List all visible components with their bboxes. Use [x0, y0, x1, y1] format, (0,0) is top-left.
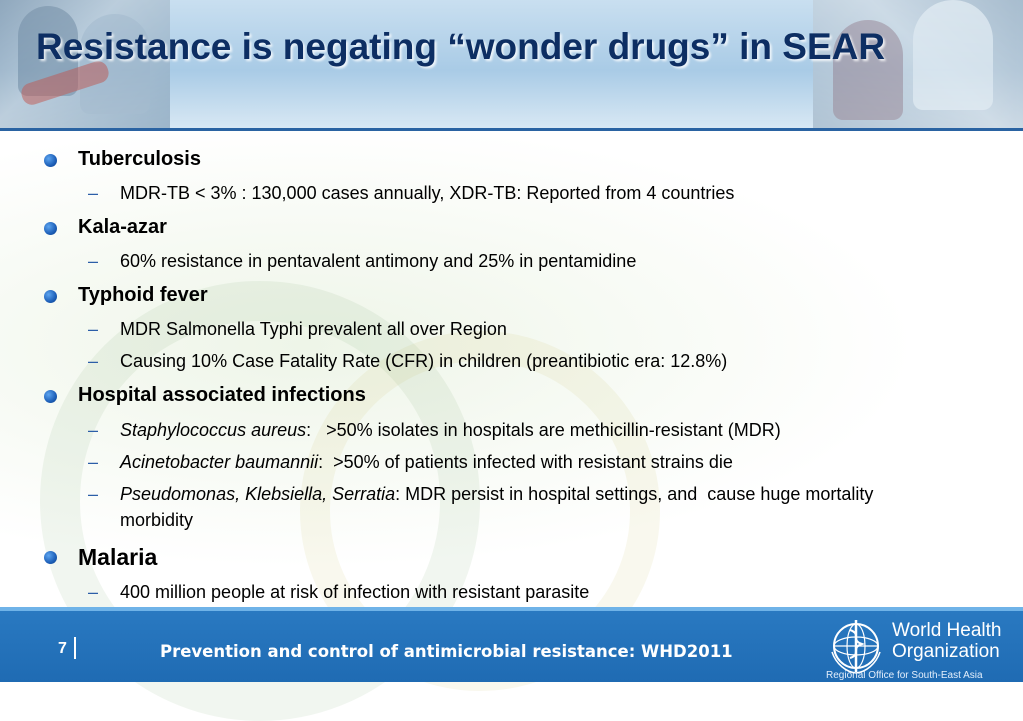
- sub-bullet-text: : >50% isolates in hospitals are methici…: [306, 420, 781, 440]
- organism-name: Staphylococcus aureus: [120, 420, 307, 440]
- slide-header: Resistance is negating “wonder drugs” in…: [0, 0, 1023, 128]
- section-heading: Hospital associated infections: [78, 384, 366, 406]
- page-separator: [74, 637, 76, 659]
- who-emblem-icon: [831, 620, 881, 674]
- header-photo-left: [0, 0, 170, 128]
- dash-icon: –: [88, 351, 99, 371]
- bullet-icon: [44, 290, 57, 303]
- photo-figure: [80, 14, 150, 114]
- bullet-icon: [44, 154, 57, 167]
- slide-footer: 7 Prevention and control of antimicrobia…: [0, 607, 1023, 682]
- sub-bullet-item: – 60% resistance in pentavalent antimony…: [88, 251, 637, 272]
- sub-bullet-item: – Causing 10% Case Fatality Rate (CFR) i…: [88, 351, 728, 372]
- photo-figure: [18, 6, 78, 96]
- photo-figure: [913, 0, 993, 110]
- dash-icon: –: [88, 484, 99, 504]
- header-photo-right: [813, 0, 1023, 128]
- dash-icon: –: [88, 582, 99, 602]
- sub-bullet-continuation: morbidity: [120, 510, 194, 530]
- sub-bullet-item: – Staphylococcus aureus: >50% isolates i…: [88, 420, 781, 441]
- dash-icon: –: [88, 452, 99, 472]
- bullet-item: Malaria: [44, 544, 158, 571]
- sub-bullet-text: : MDR persist in hospital settings, and …: [395, 484, 874, 504]
- org-region: Regional Office for South-East Asia: [826, 670, 983, 681]
- sub-bullet-item: – MDR Salmonella Typhi prevalent all ove…: [88, 319, 507, 340]
- bullet-item: Tuberculosis: [44, 148, 201, 171]
- bullet-icon: [44, 390, 57, 403]
- bullet-item: Hospital associated infections: [44, 384, 366, 407]
- dash-icon: –: [88, 420, 99, 440]
- content-background: [0, 131, 1023, 721]
- sub-bullet-item: – Acinetobacter baumannii: >50% of patie…: [88, 452, 733, 473]
- organism-name: Acinetobacter baumannii: [120, 452, 319, 472]
- sub-bullet-item: – MDR-TB < 3% : 130,000 cases annually, …: [88, 183, 735, 204]
- bullet-icon: [44, 222, 57, 235]
- bullet-icon: [44, 551, 57, 564]
- section-heading: Tuberculosis: [78, 148, 201, 170]
- dash-icon: –: [88, 183, 99, 203]
- organism-name: Pseudomonas, Klebsiella, Serratia: [120, 484, 396, 504]
- header-divider: [0, 128, 1023, 131]
- photo-figure: [833, 20, 903, 120]
- dash-icon: –: [88, 251, 99, 271]
- sub-bullet-item: – Pseudomonas, Klebsiella, Serratia: MDR…: [88, 484, 874, 505]
- footer-title: Prevention and control of antimicrobial …: [160, 642, 733, 661]
- sub-bullet-text: 60% resistance in pentavalent antimony a…: [120, 251, 637, 271]
- section-heading: Kala-azar: [78, 216, 167, 238]
- section-heading: Malaria: [78, 544, 158, 570]
- bullet-item: Kala-azar: [44, 216, 167, 239]
- sub-bullet-item: – 400 million people at risk of infectio…: [88, 582, 590, 603]
- sub-bullet-text: : >50% of patients infected with resista…: [318, 452, 733, 472]
- page-number: 7: [58, 640, 67, 657]
- who-logo: World Health Organization Regional Offic…: [826, 614, 1016, 681]
- sub-bullet-text: Causing 10% Case Fatality Rate (CFR) in …: [120, 351, 728, 371]
- slide-title: Resistance is negating “wonder drugs” in…: [36, 26, 886, 67]
- sub-bullet-text: 400 million people at risk of infection …: [120, 582, 590, 602]
- footer-accent-line: [0, 607, 1023, 611]
- dash-icon: –: [88, 319, 99, 339]
- org-name-line2: Organization: [892, 641, 1000, 662]
- sub-bullet-text: MDR Salmonella Typhi prevalent all over …: [120, 319, 507, 339]
- sub-bullet-text: MDR-TB < 3% : 130,000 cases annually, XD…: [120, 183, 735, 203]
- org-name-line1: World Health: [892, 620, 1002, 641]
- section-heading: Typhoid fever: [78, 284, 208, 306]
- bullet-item: Typhoid fever: [44, 284, 208, 307]
